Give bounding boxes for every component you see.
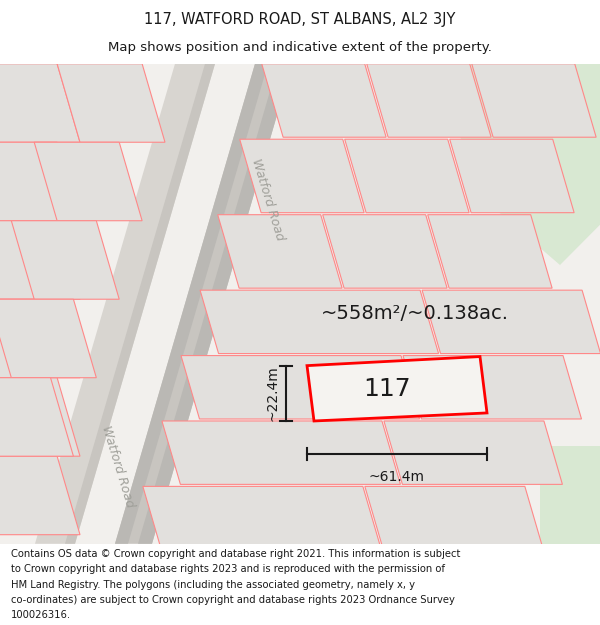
Text: Watford Road: Watford Road: [250, 157, 287, 242]
Polygon shape: [143, 486, 382, 550]
Polygon shape: [34, 142, 142, 221]
Polygon shape: [0, 299, 80, 378]
Polygon shape: [450, 64, 600, 265]
Polygon shape: [0, 378, 80, 456]
Polygon shape: [35, 64, 215, 544]
Polygon shape: [384, 421, 562, 484]
Polygon shape: [450, 139, 574, 212]
Text: co-ordinates) are subject to Crown copyright and database rights 2023 Ordnance S: co-ordinates) are subject to Crown copyr…: [11, 594, 455, 604]
Polygon shape: [365, 486, 544, 550]
Polygon shape: [0, 456, 80, 535]
Polygon shape: [115, 64, 268, 544]
Text: to Crown copyright and database rights 2023 and is reproduced with the permissio: to Crown copyright and database rights 2…: [11, 564, 445, 574]
Polygon shape: [422, 290, 600, 354]
Polygon shape: [0, 64, 600, 544]
Text: Watford Road: Watford Road: [100, 424, 137, 509]
Polygon shape: [115, 64, 292, 544]
Polygon shape: [472, 64, 596, 138]
Text: HM Land Registry. The polygons (including the associated geometry, namely x, y: HM Land Registry. The polygons (includin…: [11, 579, 415, 589]
Polygon shape: [65, 64, 215, 544]
Text: 100026316.: 100026316.: [11, 609, 71, 619]
Polygon shape: [218, 215, 342, 288]
Polygon shape: [428, 215, 552, 288]
Polygon shape: [0, 221, 80, 299]
Polygon shape: [200, 290, 439, 354]
Polygon shape: [0, 64, 80, 142]
Polygon shape: [367, 64, 491, 138]
Polygon shape: [307, 357, 487, 421]
Text: Contains OS data © Crown copyright and database right 2021. This information is : Contains OS data © Crown copyright and d…: [11, 549, 460, 559]
Text: ~558m²/~0.138ac.: ~558m²/~0.138ac.: [321, 304, 509, 322]
Text: ~22.4m: ~22.4m: [266, 366, 280, 421]
Polygon shape: [540, 446, 600, 544]
Polygon shape: [181, 356, 419, 419]
Polygon shape: [240, 139, 364, 212]
Text: 117, WATFORD ROAD, ST ALBANS, AL2 3JY: 117, WATFORD ROAD, ST ALBANS, AL2 3JY: [145, 12, 455, 27]
Polygon shape: [0, 299, 97, 378]
Text: Map shows position and indicative extent of the property.: Map shows position and indicative extent…: [108, 41, 492, 54]
Polygon shape: [323, 215, 447, 288]
Polygon shape: [0, 378, 73, 456]
Polygon shape: [0, 142, 80, 221]
Polygon shape: [262, 64, 386, 138]
Polygon shape: [345, 139, 469, 212]
Text: 117: 117: [363, 377, 411, 401]
Polygon shape: [11, 221, 119, 299]
Polygon shape: [162, 421, 400, 484]
Polygon shape: [57, 64, 165, 142]
Text: ~61.4m: ~61.4m: [369, 470, 425, 484]
Polygon shape: [403, 356, 581, 419]
Polygon shape: [138, 64, 292, 544]
